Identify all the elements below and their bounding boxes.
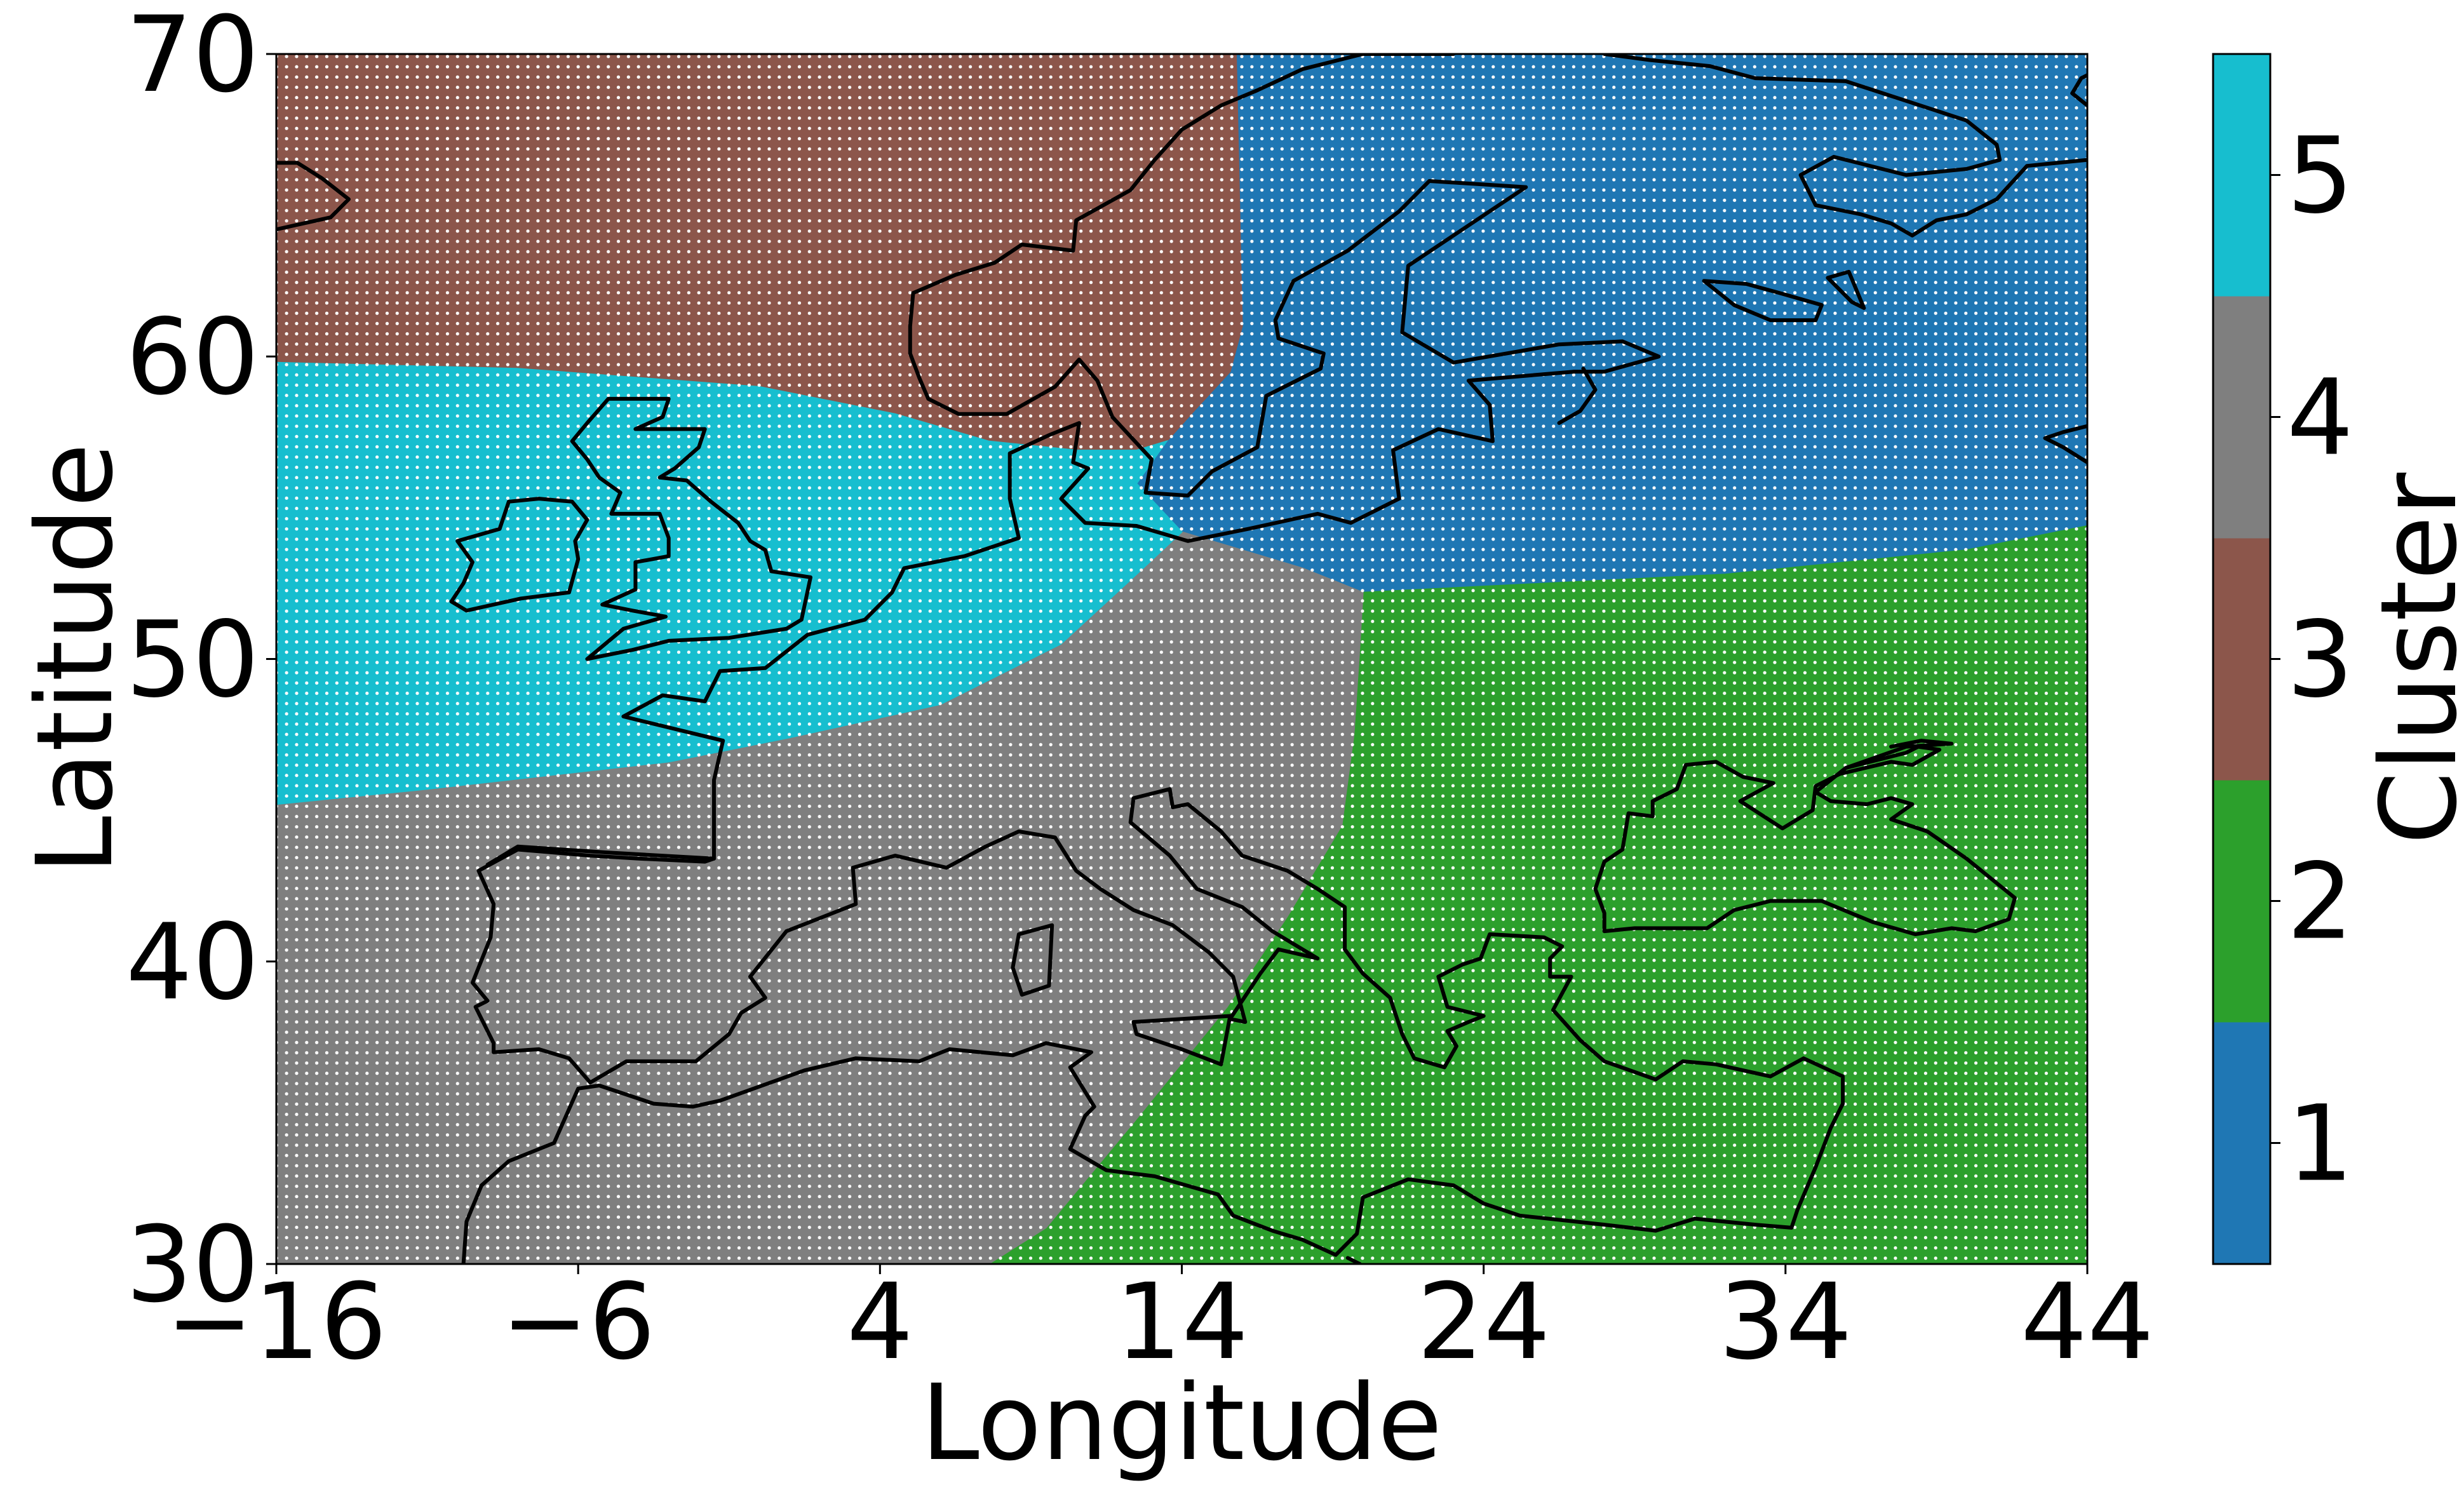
- coastline-8: [1011, 923, 1054, 997]
- y-axis-label: Latitude: [14, 443, 136, 874]
- y-tick-label: 50: [126, 599, 259, 721]
- colorbar-tick-label: 3: [2287, 599, 2353, 721]
- colorbar-label: Cluster: [2358, 473, 2464, 845]
- colorbar-segment-2: [2213, 780, 2270, 1023]
- x-tick-label: −6: [501, 1261, 656, 1383]
- coastline-1: [485, 54, 1661, 867]
- coastline-13: [1557, 366, 1598, 425]
- colorbar-segment-1: [2213, 1022, 2270, 1265]
- colorbar-tick-label: 2: [2287, 841, 2353, 963]
- coastline-12: [1843, 739, 1954, 770]
- colorbar-tick-label: 4: [2287, 357, 2353, 479]
- coastline-5: [570, 396, 812, 661]
- x-tick-label: 34: [1719, 1261, 1852, 1383]
- grid-points-overlay: [276, 54, 2087, 1264]
- y-tick-label: 30: [126, 1204, 259, 1326]
- colorbar-tick-label: 1: [2287, 1083, 2353, 1205]
- x-tick-label: 4: [847, 1261, 913, 1383]
- coastline-0: [276, 161, 351, 232]
- colorbar-tick-label: 5: [2287, 115, 2353, 237]
- colorbar-ticks: 1 2 3 4 5: [2270, 115, 2353, 1205]
- coastline-4: [2043, 424, 2087, 464]
- x-tick-label: 24: [1417, 1261, 1551, 1383]
- colorbar: [2213, 54, 2270, 1265]
- x-tick-label: 14: [1115, 1261, 1249, 1383]
- coastline-11: [1593, 744, 2017, 936]
- y-tick-label: 70: [126, 0, 259, 116]
- x-axis-ticks: −16 −6 4 14 24 34 44: [166, 1261, 2154, 1383]
- x-axis-label: Longitude: [921, 1362, 1443, 1484]
- coastline-7: [461, 787, 1845, 1264]
- x-tick-label: 44: [2021, 1261, 2154, 1383]
- colorbar-segment-4: [2213, 296, 2270, 539]
- coastline-6: [449, 497, 589, 613]
- coastline-9: [1131, 1014, 1232, 1066]
- coastline-2: [1602, 54, 2087, 238]
- coastline-14: [1702, 279, 1824, 323]
- y-axis-ticks: 30 40 50 60 70: [126, 0, 276, 1326]
- coastline-10: [1345, 1256, 1362, 1264]
- y-tick-label: 40: [126, 901, 259, 1023]
- coastlines: [276, 54, 2087, 1264]
- coastline-3: [2070, 73, 2087, 107]
- coastline-15: [1826, 269, 1866, 310]
- colorbar-segment-3: [2213, 538, 2270, 781]
- colorbar-segment-5: [2213, 54, 2270, 297]
- x-tick-label: −16: [166, 1261, 387, 1383]
- plot-area: [276, 54, 2087, 1264]
- y-tick-label: 60: [126, 296, 259, 418]
